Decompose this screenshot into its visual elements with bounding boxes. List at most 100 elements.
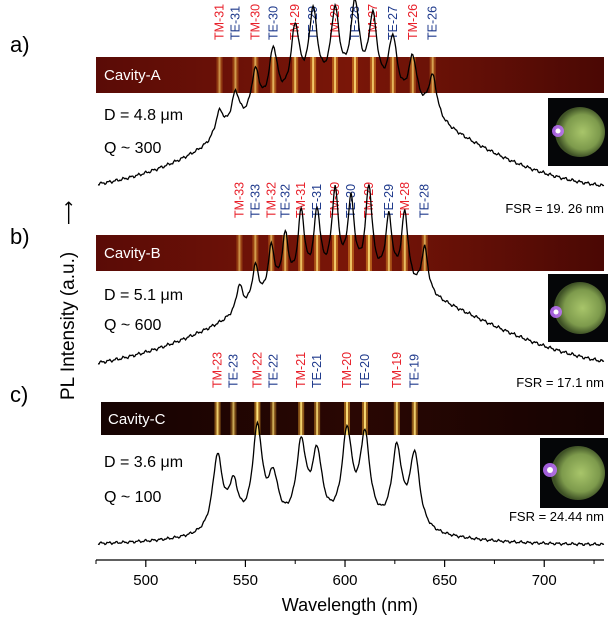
mode-label: TM-29 — [288, 4, 302, 40]
strip-line — [346, 402, 349, 435]
fsr-text: FSR = 17.1 nm — [516, 375, 604, 390]
mode-label: TM-26 — [406, 4, 420, 40]
strip-line — [403, 235, 406, 271]
mode-label: TM-19 — [390, 352, 404, 388]
mode-label: TE-28 — [418, 184, 432, 218]
mode-label: TM-23 — [211, 352, 225, 388]
fsr-text: FSR = 19. 26 nm — [505, 201, 604, 216]
strip-line — [371, 57, 374, 93]
mode-label: TE-21 — [310, 354, 324, 388]
mode-label: TE-20 — [358, 354, 372, 388]
strip-line — [387, 235, 390, 271]
strip-line — [423, 235, 426, 271]
strip-line — [284, 235, 287, 271]
mode-label: TM-33 — [232, 182, 246, 218]
q-factor-text: Q ~ 300 — [104, 140, 161, 157]
strip-line — [316, 402, 319, 435]
strip-lines — [236, 235, 428, 271]
strip-line — [254, 235, 257, 271]
strip-line — [254, 57, 257, 93]
strip-line — [294, 57, 297, 93]
panel-c: c) TM-23 TE-23 TM-22 TE-22 TM-21 TE-21 TM-20 TE… — [10, 352, 608, 547]
mode-label: TE-23 — [226, 354, 240, 388]
panel-label: a) — [10, 32, 30, 57]
diameter-text: D = 3.6 μm — [104, 454, 183, 471]
strip-line — [232, 402, 235, 435]
cavity-label: Cavity-B — [104, 245, 161, 262]
mode-labels: TM-31 TE-31 TM-30 TE-30 TM-29 TE-29 TM-28 TE-28… — [213, 4, 440, 40]
mode-label: TM-29 — [362, 182, 376, 218]
mode-label: TM-21 — [294, 352, 308, 388]
x-tick-label: 600 — [333, 572, 358, 589]
mode-label: TE-31 — [228, 6, 242, 40]
strip-line — [353, 57, 356, 93]
y-axis-arrow: ⟶ — [59, 201, 78, 225]
strip-line — [272, 57, 275, 93]
strip-line — [411, 57, 414, 93]
x-tick-label: 650 — [432, 572, 457, 589]
mode-label: TM-30 — [248, 4, 262, 40]
strip-line — [300, 402, 303, 435]
mode-label: TE-32 — [278, 184, 292, 218]
spectrum-line — [97, 0, 605, 188]
mode-label: TE-29 — [382, 184, 396, 218]
mode-label: TM-28 — [398, 182, 412, 218]
mode-label: TM-28 — [328, 4, 342, 40]
mode-label: TE-22 — [266, 354, 280, 388]
x-tick-label: 500 — [133, 572, 158, 589]
q-factor-text: Q ~ 100 — [104, 489, 161, 506]
mode-labels: TM-33 TE-33 TM-32 TE-32 TM-31 TE-31 TM-30 TE-30… — [232, 182, 431, 218]
strip-line — [413, 402, 416, 435]
strip-line — [391, 57, 394, 93]
mode-label: TE-31 — [310, 184, 324, 218]
x-ticks: 500 550 600 650 700 — [95, 560, 595, 589]
strip-line — [367, 235, 370, 271]
mode-label: TM-30 — [328, 182, 342, 218]
panel-b: b) TM-33 TE-33 TM-32 TE-32 TM-31 TE-31 TM-30 TE… — [10, 182, 608, 390]
strip-line — [300, 235, 303, 271]
panel-label: b) — [10, 224, 30, 249]
microscope-inset — [548, 98, 608, 166]
mode-label: TE-27 — [386, 6, 400, 40]
microscope-inset — [548, 274, 608, 342]
strip-line — [238, 235, 241, 271]
mode-label: TE-28 — [348, 6, 362, 40]
strip-line — [334, 57, 337, 93]
mode-labels: TM-23 TE-23 TM-22 TE-22 TM-21 TE-21 TM-20 TE-20… — [211, 352, 422, 388]
fsr-text: FSR = 24.44 nm — [509, 509, 604, 524]
mode-label: TE-29 — [306, 6, 320, 40]
strip-line — [272, 402, 275, 435]
x-tick-label: 550 — [233, 572, 258, 589]
strip-line — [349, 235, 352, 271]
strip-line — [312, 57, 315, 93]
diameter-text: D = 5.1 μm — [104, 287, 183, 304]
mode-label: TM-32 — [264, 182, 278, 218]
diameter-text: D = 4.8 μm — [104, 107, 183, 124]
microscope-inset — [540, 438, 608, 508]
strip-line — [334, 235, 337, 271]
mode-label: TE-26 — [426, 6, 440, 40]
spectrum-line — [97, 420, 605, 547]
cavity-label: Cavity-A — [104, 67, 161, 84]
x-axis-title: Wavelength (nm) — [282, 595, 418, 615]
mode-label: TE-30 — [266, 6, 280, 40]
x-axis: 500 550 600 650 700 Wavelength (nm) — [95, 559, 604, 615]
strip-line — [216, 402, 219, 435]
strip-line — [256, 402, 259, 435]
y-axis-title-group: PL Intensity (a.u.) ⟶ — [58, 201, 79, 400]
mode-label: TM-31 — [213, 4, 227, 40]
strip-line — [270, 235, 273, 271]
strip-line — [316, 235, 319, 271]
mode-label: TE-19 — [408, 354, 422, 388]
strip-lines — [214, 402, 418, 435]
strip-line — [218, 57, 221, 93]
spectrum-line — [97, 184, 605, 365]
x-tick-label: 700 — [532, 572, 557, 589]
mode-label: TE-30 — [344, 184, 358, 218]
strip-line — [363, 402, 366, 435]
strip-line — [234, 57, 237, 93]
y-axis-title: PL Intensity (a.u.) — [58, 252, 79, 400]
mode-label: TM-31 — [294, 182, 308, 218]
q-factor-text: Q ~ 600 — [104, 317, 161, 334]
